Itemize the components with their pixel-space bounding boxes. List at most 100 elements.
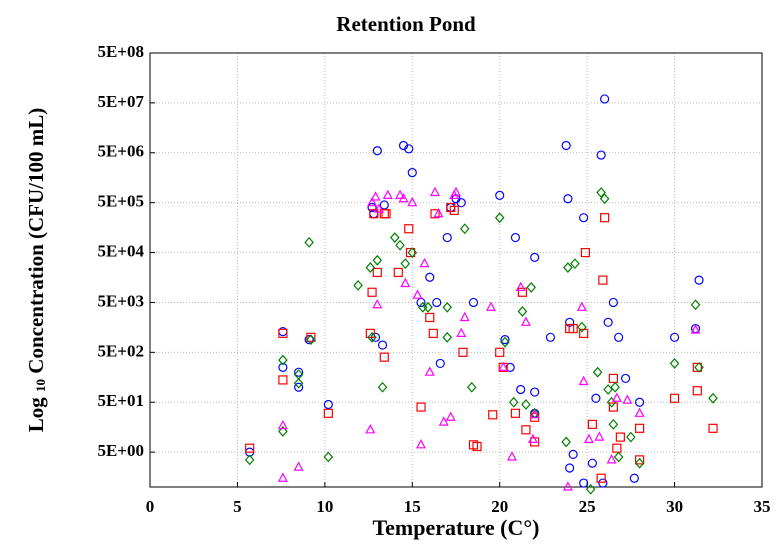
point — [353, 279, 363, 291]
point — [694, 275, 704, 285]
point — [613, 451, 624, 463]
point — [382, 189, 393, 199]
point — [669, 358, 680, 369]
point — [622, 394, 633, 404]
point — [395, 239, 405, 251]
point — [600, 94, 610, 104]
point — [521, 425, 531, 435]
point — [468, 297, 479, 308]
point — [424, 366, 435, 376]
point — [608, 297, 618, 308]
point — [425, 312, 435, 323]
point — [369, 209, 379, 219]
point — [472, 441, 482, 452]
point — [634, 407, 645, 417]
point — [545, 332, 556, 342]
point — [432, 297, 442, 308]
point — [451, 186, 461, 197]
y-tick-label: 5E+08 — [97, 42, 144, 61]
point — [377, 340, 388, 350]
point — [634, 423, 645, 433]
point — [372, 267, 382, 278]
point — [598, 275, 608, 285]
point — [608, 373, 618, 384]
point — [579, 478, 589, 488]
point — [442, 232, 452, 243]
point — [708, 392, 718, 404]
point — [304, 236, 314, 248]
x-tick-label: 10 — [316, 497, 333, 516]
point — [515, 281, 526, 292]
chart-title: Retention Pond — [336, 12, 476, 36]
point — [428, 328, 438, 338]
point — [488, 410, 498, 420]
point — [570, 258, 580, 270]
point — [498, 361, 509, 371]
x-tick-label: 35 — [754, 497, 771, 516]
point — [608, 402, 618, 412]
point — [425, 272, 435, 282]
point — [577, 321, 587, 333]
point — [510, 408, 521, 418]
y-tick-label: 5E+01 — [97, 391, 144, 410]
point — [587, 419, 597, 429]
point — [517, 287, 528, 297]
point — [580, 247, 590, 258]
point — [508, 396, 519, 408]
point — [634, 457, 645, 469]
x-tick-label: 5 — [233, 497, 242, 516]
point — [278, 328, 288, 338]
point — [278, 426, 288, 437]
point — [459, 311, 470, 322]
point — [583, 433, 594, 443]
point — [495, 190, 505, 200]
point — [456, 327, 467, 337]
point — [634, 455, 645, 465]
point — [596, 187, 606, 198]
point — [466, 381, 477, 393]
point — [293, 461, 304, 471]
point — [435, 358, 445, 369]
point — [438, 416, 449, 426]
point — [407, 196, 418, 207]
point — [596, 473, 606, 483]
point — [365, 328, 375, 338]
point — [306, 332, 316, 342]
x-tick-label: 25 — [579, 497, 596, 516]
point — [456, 198, 466, 208]
point — [708, 423, 718, 433]
point — [510, 232, 521, 243]
point — [598, 478, 608, 488]
point — [530, 252, 540, 262]
x-tick-label: 0 — [146, 497, 155, 516]
point — [372, 146, 382, 156]
point — [293, 369, 304, 380]
point — [516, 384, 526, 395]
point — [576, 301, 587, 311]
y-tick-label: 5E+04 — [97, 241, 144, 260]
point — [244, 454, 255, 466]
x-tick-label: 20 — [491, 497, 508, 516]
point — [600, 213, 610, 223]
point — [400, 258, 411, 270]
point — [634, 397, 645, 407]
point — [603, 317, 613, 327]
point — [407, 168, 417, 178]
point — [416, 439, 427, 449]
point — [416, 402, 426, 412]
point — [393, 267, 403, 278]
plot-frame — [149, 52, 763, 488]
point — [423, 301, 433, 313]
point — [278, 354, 288, 366]
point — [323, 451, 334, 463]
point — [530, 387, 540, 397]
y-axis-title-subscript: 10 — [33, 379, 48, 392]
point — [400, 277, 411, 288]
y-axis-title-rest: Concentration (CFU/100 mL) — [24, 108, 48, 374]
point — [433, 207, 444, 218]
point — [323, 408, 333, 418]
point — [278, 362, 288, 372]
point — [370, 191, 381, 201]
point — [367, 196, 378, 207]
point — [294, 382, 304, 392]
